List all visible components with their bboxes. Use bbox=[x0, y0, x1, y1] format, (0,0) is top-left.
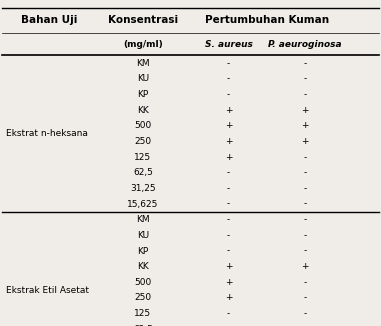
Text: -: - bbox=[303, 246, 306, 256]
Text: KK: KK bbox=[137, 106, 149, 115]
Text: -: - bbox=[227, 246, 230, 256]
Text: -: - bbox=[303, 215, 306, 224]
Text: 15,625: 15,625 bbox=[127, 200, 158, 209]
Text: 500: 500 bbox=[134, 278, 152, 287]
Text: Ekstrak Etil Asetat: Ekstrak Etil Asetat bbox=[6, 286, 89, 295]
Text: +: + bbox=[225, 137, 232, 146]
Text: -: - bbox=[227, 74, 230, 83]
Text: +: + bbox=[225, 153, 232, 162]
Text: -: - bbox=[227, 200, 230, 209]
Text: 62,5: 62,5 bbox=[133, 168, 153, 177]
Text: -: - bbox=[227, 184, 230, 193]
Text: Konsentrasi: Konsentrasi bbox=[108, 15, 178, 25]
Text: -: - bbox=[303, 200, 306, 209]
Text: S. aureus: S. aureus bbox=[205, 39, 253, 49]
Text: KU: KU bbox=[137, 74, 149, 83]
Text: KM: KM bbox=[136, 215, 150, 224]
Text: 31,25: 31,25 bbox=[130, 184, 156, 193]
Text: +: + bbox=[301, 262, 309, 271]
Text: -: - bbox=[303, 231, 306, 240]
Text: -: - bbox=[227, 59, 230, 68]
Text: -: - bbox=[227, 231, 230, 240]
Text: -: - bbox=[227, 168, 230, 177]
Text: Bahan Uji: Bahan Uji bbox=[21, 15, 78, 25]
Text: 500: 500 bbox=[134, 121, 152, 130]
Text: -: - bbox=[227, 309, 230, 318]
Text: -: - bbox=[303, 59, 306, 68]
Text: +: + bbox=[225, 106, 232, 115]
Text: 62,5: 62,5 bbox=[133, 325, 153, 326]
Text: +: + bbox=[301, 137, 309, 146]
Text: +: + bbox=[225, 293, 232, 303]
Text: +: + bbox=[225, 262, 232, 271]
Text: 125: 125 bbox=[134, 153, 151, 162]
Text: -: - bbox=[227, 215, 230, 224]
Text: +: + bbox=[225, 278, 232, 287]
Text: KU: KU bbox=[137, 231, 149, 240]
Text: -: - bbox=[303, 90, 306, 99]
Text: +: + bbox=[301, 121, 309, 130]
Text: +: + bbox=[301, 106, 309, 115]
Text: KP: KP bbox=[137, 90, 149, 99]
Text: (mg/ml): (mg/ml) bbox=[123, 39, 163, 49]
Text: -: - bbox=[303, 293, 306, 303]
Text: Pertumbuhan Kuman: Pertumbuhan Kuman bbox=[205, 15, 329, 25]
Text: Ekstrat n-heksana: Ekstrat n-heksana bbox=[6, 129, 88, 138]
Text: KK: KK bbox=[137, 262, 149, 271]
Text: +: + bbox=[225, 121, 232, 130]
Text: +: + bbox=[225, 325, 232, 326]
Text: -: - bbox=[303, 74, 306, 83]
Text: 250: 250 bbox=[134, 293, 151, 303]
Text: -: - bbox=[303, 168, 306, 177]
Text: -: - bbox=[303, 309, 306, 318]
Text: -: - bbox=[303, 325, 306, 326]
Text: 125: 125 bbox=[134, 309, 151, 318]
Text: -: - bbox=[303, 184, 306, 193]
Text: 250: 250 bbox=[134, 137, 151, 146]
Text: KM: KM bbox=[136, 59, 150, 68]
Text: P. aeuroginosa: P. aeuroginosa bbox=[268, 39, 342, 49]
Text: -: - bbox=[303, 153, 306, 162]
Text: -: - bbox=[227, 90, 230, 99]
Text: KP: KP bbox=[137, 246, 149, 256]
Text: -: - bbox=[303, 278, 306, 287]
